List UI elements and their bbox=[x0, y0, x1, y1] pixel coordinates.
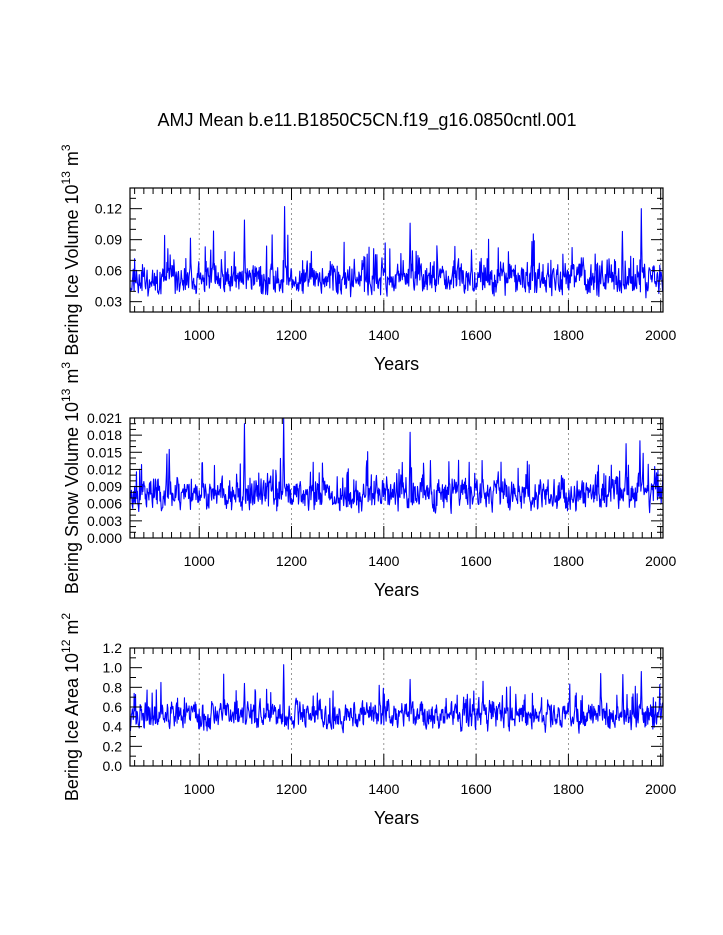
y-tick-label: 0.03 bbox=[95, 294, 122, 310]
plot-frame bbox=[129, 187, 664, 313]
y-tick-label: 0.09 bbox=[95, 232, 122, 248]
chart-panel-snow-volume: 1000 1200 1400 1600 1800 20000.0000.0030.0060… bbox=[59, 362, 676, 600]
panels: 1000 1200 1400 1600 1800 2000 0.03 0.06 0.09 0.12… bbox=[59, 144, 676, 828]
y-tick-label: 0.000 bbox=[87, 530, 122, 546]
y-tick-label: 1.0 bbox=[103, 660, 123, 676]
x-tick-label: 1800 bbox=[553, 327, 584, 343]
y-tick-label: 0.6 bbox=[103, 699, 123, 715]
y-tick-label: 0.018 bbox=[87, 427, 122, 443]
y-axis-label: Bering Snow Volume 1013 m3 bbox=[59, 362, 82, 594]
series-line bbox=[129, 417, 664, 515]
y-tick-label: 0.12 bbox=[95, 201, 122, 217]
figure-title: AMJ Mean b.e11.B1850C5CN.f19_g16.0850cnt… bbox=[158, 110, 577, 131]
y-tick-label: 0.009 bbox=[87, 479, 122, 495]
x-tick-label: 1800 bbox=[553, 781, 584, 797]
x-axis-label: Years bbox=[374, 354, 419, 374]
x-tick-label: 2000 bbox=[645, 781, 676, 797]
x-tick-label: 1600 bbox=[461, 553, 492, 569]
x-tick-label: 1800 bbox=[553, 553, 584, 569]
y-tick-label: 0.006 bbox=[87, 496, 122, 512]
y-tick-label: 0.015 bbox=[87, 444, 122, 460]
y-tick-label: 0.012 bbox=[87, 461, 122, 477]
y-tick-label: 0.0 bbox=[103, 758, 123, 774]
x-tick-label: 1000 bbox=[184, 553, 215, 569]
y-axis-label: Bering Ice Area 1012 m2 bbox=[59, 613, 82, 801]
x-tick-label: 1200 bbox=[276, 553, 307, 569]
x-tick-label: 1200 bbox=[276, 781, 307, 797]
series-line bbox=[129, 206, 664, 299]
y-tick-label: 0.2 bbox=[103, 738, 123, 754]
x-tick-label: 1400 bbox=[368, 781, 399, 797]
y-tick-label: 0.4 bbox=[103, 719, 123, 735]
chart-panel-ice-volume: 1000 1200 1400 1600 1800 2000 0.03 0.06 0.09 0.12… bbox=[59, 144, 676, 374]
y-tick-label: 0.003 bbox=[87, 513, 122, 529]
series-line bbox=[129, 664, 664, 734]
y-axis-label: Bering Ice Volume 1013 m3 bbox=[59, 144, 82, 355]
x-tick-label: 1600 bbox=[461, 327, 492, 343]
chart-panel-ice-area: 1000 1200 1400 1600 1800 2000 0.0 0.2 0.4 0.6 0.8 1… bbox=[59, 613, 676, 828]
x-tick-label: 1200 bbox=[276, 327, 307, 343]
y-tick-label: 0.06 bbox=[95, 263, 122, 279]
x-tick-label: 1400 bbox=[368, 327, 399, 343]
x-axis-label: Years bbox=[374, 580, 419, 600]
x-tick-label: 1000 bbox=[184, 327, 215, 343]
x-tick-label: 2000 bbox=[645, 327, 676, 343]
y-tick-label: 0.8 bbox=[103, 679, 123, 695]
plot-frame bbox=[129, 417, 664, 539]
x-axis-label: Years bbox=[374, 808, 419, 828]
x-tick-label: 1400 bbox=[368, 553, 399, 569]
x-tick-label: 1600 bbox=[461, 781, 492, 797]
plot-frame bbox=[129, 647, 664, 767]
x-tick-label: 2000 bbox=[645, 553, 676, 569]
y-tick-label: 0.021 bbox=[87, 410, 122, 426]
x-tick-label: 1000 bbox=[184, 781, 215, 797]
y-tick-label: 1.2 bbox=[103, 640, 123, 656]
